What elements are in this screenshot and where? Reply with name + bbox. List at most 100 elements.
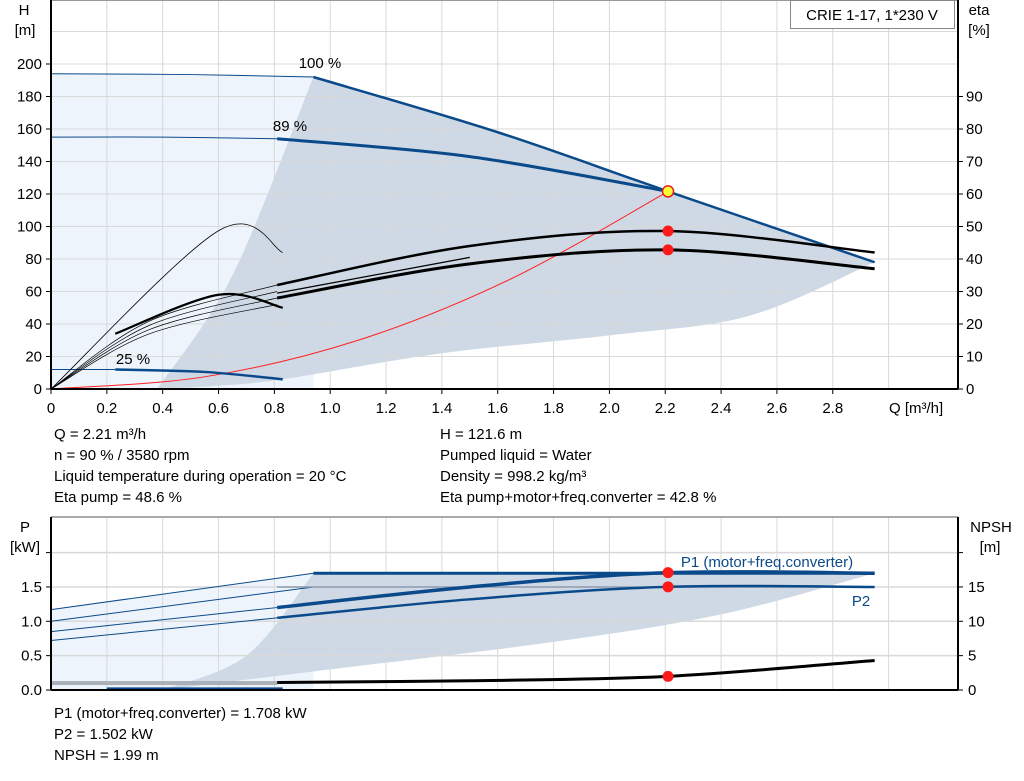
title-box — [790, 0, 955, 29]
operating-point — [662, 225, 674, 237]
power-curve-extended — [50, 572, 314, 611]
label-p2: P2 — [852, 593, 870, 610]
p2-curve — [277, 584, 875, 620]
x-tick-label: 1.6 — [487, 400, 508, 417]
eta-curve-100-low — [50, 223, 283, 390]
power-curve-extended — [50, 586, 314, 622]
x-tick-label: 0.4 — [152, 400, 173, 417]
x-tick-label: 1.4 — [431, 400, 452, 417]
curve-25 — [115, 368, 283, 381]
eta-ext-4 — [50, 304, 278, 390]
y-tick-label: 140 — [17, 154, 42, 171]
info-speed: n = 90 % / 3580 rpm — [54, 447, 190, 464]
y-right-axis-unit: [%] — [968, 22, 990, 39]
y-axis-label: H — [19, 2, 30, 19]
bottom-chart — [46, 516, 963, 691]
x-tick-label: 0.6 — [208, 400, 229, 417]
y-right-tick-label: 10 — [968, 613, 985, 630]
power-curve-extended — [50, 617, 278, 642]
info-top-right: H = 121.6 m Pumped liquid = Water Densit… — [440, 424, 716, 508]
info-density: Density = 998.2 kg/m³ — [440, 468, 587, 485]
operating-point — [662, 581, 674, 593]
eta-curve-total — [276, 248, 875, 300]
operating-point — [662, 244, 674, 256]
y-right-axis-label: NPSH — [970, 519, 1012, 536]
x-axis-label: Q [m³/h] — [889, 400, 943, 417]
y-right-tick-label: 0 — [968, 682, 976, 699]
y-right-tick-label: 20 — [966, 316, 983, 333]
curve-100 — [313, 75, 876, 264]
x-tick-label: 2.4 — [711, 400, 732, 417]
curve-89-extended — [50, 136, 278, 140]
eta-curve-pump — [276, 229, 875, 287]
info-temperature: Liquid temperature during operation = 20… — [54, 468, 347, 485]
info-bottom: P1 (motor+freq.converter) = 1.708 kW P2 … — [54, 703, 307, 766]
y-right-axis-unit: [m] — [980, 539, 1001, 556]
y-tick-label: 20 — [25, 349, 42, 366]
x-tick-label: 1.2 — [376, 400, 397, 417]
operating-area — [157, 77, 875, 389]
y-tick-label: 0.5 — [21, 648, 42, 665]
operating-area — [162, 573, 875, 690]
power-curve-extended — [50, 607, 278, 633]
y-tick-label: 180 — [17, 89, 42, 106]
y-right-tick-label: 40 — [966, 251, 983, 268]
eta-ext-1 — [50, 284, 278, 390]
label-100-percent: 100 % — [299, 55, 342, 72]
p1-curve — [276, 570, 875, 610]
x-tick-label: 2.8 — [822, 400, 843, 417]
y-right-tick-label: 50 — [966, 219, 983, 236]
info-liquid: Pumped liquid = Water — [440, 447, 592, 464]
y-right-axis-label: eta — [969, 2, 991, 19]
y-right-tick-label: 60 — [966, 186, 983, 203]
info-p1: P1 (motor+freq.converter) = 1.708 kW — [54, 705, 307, 722]
curve-89 — [277, 137, 669, 193]
eta-ext-2 — [50, 297, 278, 390]
x-tick-label: 2.2 — [655, 400, 676, 417]
info-p2: P2 = 1.502 kW — [54, 726, 153, 743]
y-axis-unit: [m] — [15, 22, 36, 39]
info-eta-pump: Eta pump = 48.6 % — [54, 489, 182, 506]
x-tick-label: 0.2 — [96, 400, 117, 417]
y-right-tick-label: 15 — [968, 579, 985, 596]
info-head: H = 121.6 m — [440, 426, 523, 443]
system-curve — [50, 190, 669, 390]
label-25-percent: 25 % — [116, 351, 150, 368]
y-tick-label: 80 — [25, 251, 42, 268]
chart-title: CRIE 1-17, 1*230 V — [806, 7, 938, 24]
x-tick-label: 1.0 — [320, 400, 341, 417]
x-tick-label: 2.6 — [766, 400, 787, 417]
label-89-percent: 89 % — [273, 118, 307, 135]
y-right-tick-label: 0 — [966, 381, 974, 398]
info-top-left: Q = 2.21 m³/h n = 90 % / 3580 rpm Liquid… — [54, 424, 346, 508]
y-tick-label: 1.5 — [21, 579, 42, 596]
y-right-tick-label: 30 — [966, 284, 983, 301]
x-tick-label: 0 — [47, 400, 55, 417]
y-right-tick-label: 90 — [966, 89, 983, 106]
eta-curve-25 — [114, 292, 284, 335]
y-right-tick-label: 5 — [968, 648, 976, 665]
y-tick-label: 0.0 — [21, 682, 42, 699]
top-chart — [46, 0, 963, 394]
label-p1: P1 (motor+freq.converter) — [681, 554, 853, 571]
curve-100-extended — [50, 73, 314, 78]
y-right-tick-label: 70 — [966, 154, 983, 171]
info-eta-total: Eta pump+motor+freq.converter = 42.8 % — [440, 489, 717, 506]
y-axis-unit: [kW] — [10, 539, 40, 556]
npsh-curve — [277, 658, 875, 684]
operating-point — [662, 567, 674, 579]
operating-point — [662, 670, 674, 682]
x-tick-label: 1.8 — [543, 400, 564, 417]
y-right-tick-label: 10 — [966, 349, 983, 366]
y-tick-label: 0 — [34, 381, 42, 398]
y-tick-label: 120 — [17, 186, 42, 203]
info-flow: Q = 2.21 m³/h — [54, 426, 147, 443]
y-tick-label: 160 — [17, 121, 42, 138]
y-tick-label: 100 — [17, 219, 42, 236]
x-tick-label: 0.8 — [264, 400, 285, 417]
y-tick-label: 200 — [17, 56, 42, 73]
x-tick-label: 2.0 — [599, 400, 620, 417]
y-axis-label: P — [20, 519, 30, 536]
